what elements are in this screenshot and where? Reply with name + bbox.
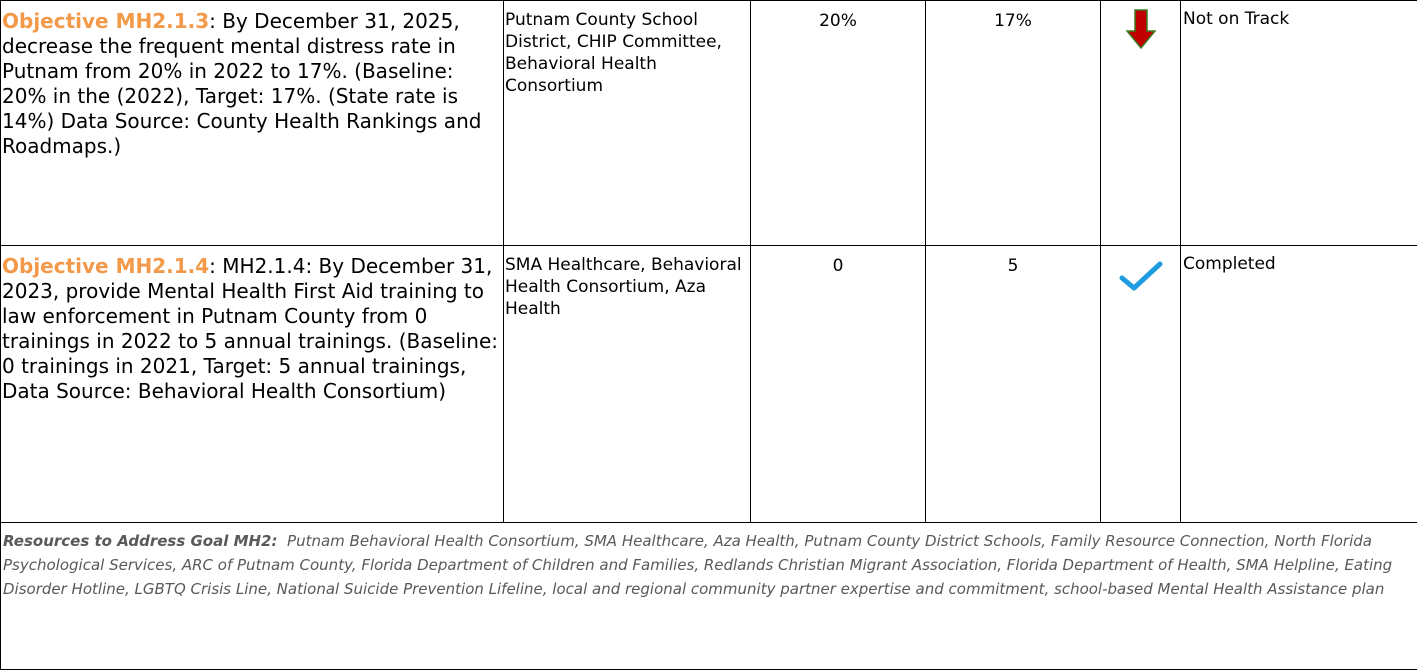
status: Completed <box>1181 246 1417 523</box>
trend-icon-cell <box>1101 1 1181 246</box>
status: Not on Track <box>1181 1 1417 246</box>
target: 17% <box>926 1 1101 246</box>
objective-label: Objective MH2.1.4 <box>2 254 209 278</box>
down-arrow-icon <box>1126 9 1156 49</box>
objective-row: Objective MH2.1.3: By December 31, 2025,… <box>1 1 1417 246</box>
check-icon <box>1119 254 1163 294</box>
objective-label: Objective MH2.1.3 <box>2 9 209 33</box>
baseline: 20% <box>751 1 926 246</box>
footer-cell: Resources to Address Goal MH2: Putnam Be… <box>1 523 1417 670</box>
objective-cell: Objective MH2.1.4: MH2.1.4: By December … <box>1 246 504 523</box>
partners: Putnam County School District, CHIP Comm… <box>504 1 751 246</box>
objective-cell: Objective MH2.1.3: By December 31, 2025,… <box>1 1 504 246</box>
baseline: 0 <box>751 246 926 523</box>
partners: SMA Healthcare, Behavioral Health Consor… <box>504 246 751 523</box>
target: 5 <box>926 246 1101 523</box>
footer-row: Resources to Address Goal MH2: Putnam Be… <box>1 523 1417 670</box>
footer-label: Resources to Address Goal MH2: <box>3 532 278 550</box>
objective-row: Objective MH2.1.4: MH2.1.4: By December … <box>1 246 1417 523</box>
trend-icon-cell <box>1101 246 1181 523</box>
